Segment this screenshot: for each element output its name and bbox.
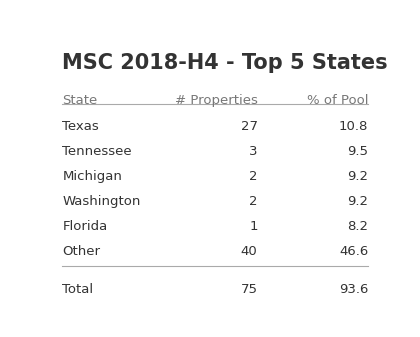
- Text: 8.2: 8.2: [347, 220, 368, 233]
- Text: Total: Total: [62, 283, 93, 296]
- Text: 2: 2: [249, 195, 257, 208]
- Text: 2: 2: [249, 170, 257, 183]
- Text: MSC 2018-H4 - Top 5 States: MSC 2018-H4 - Top 5 States: [62, 53, 388, 73]
- Text: 3: 3: [249, 145, 257, 158]
- Text: 75: 75: [241, 283, 257, 296]
- Text: % of Pool: % of Pool: [307, 94, 368, 106]
- Text: 1: 1: [249, 220, 257, 233]
- Text: 9.2: 9.2: [347, 195, 368, 208]
- Text: 27: 27: [241, 120, 257, 132]
- Text: Tennessee: Tennessee: [62, 145, 132, 158]
- Text: Texas: Texas: [62, 120, 99, 132]
- Text: Michigan: Michigan: [62, 170, 122, 183]
- Text: State: State: [62, 94, 97, 106]
- Text: # Properties: # Properties: [175, 94, 257, 106]
- Text: 9.2: 9.2: [347, 170, 368, 183]
- Text: 93.6: 93.6: [339, 283, 368, 296]
- Text: Other: Other: [62, 245, 100, 258]
- Text: 9.5: 9.5: [347, 145, 368, 158]
- Text: Washington: Washington: [62, 195, 141, 208]
- Text: 40: 40: [241, 245, 257, 258]
- Text: 46.6: 46.6: [339, 245, 368, 258]
- Text: Florida: Florida: [62, 220, 108, 233]
- Text: 10.8: 10.8: [339, 120, 368, 132]
